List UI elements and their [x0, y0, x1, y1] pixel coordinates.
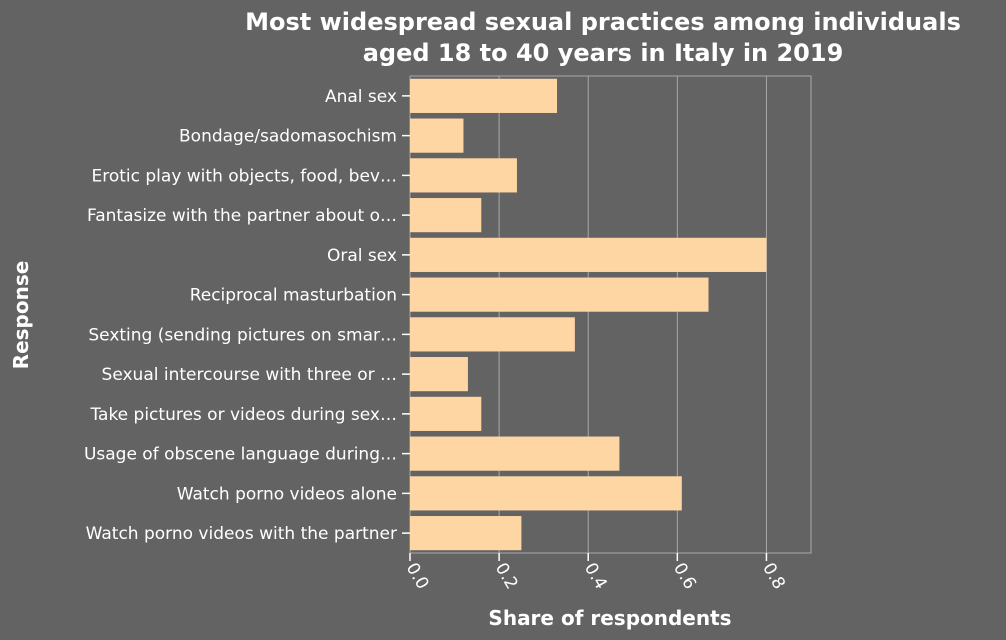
y-axis-title: Response [9, 261, 33, 370]
plot-frame [409, 75, 812, 554]
category-label: Reciprocal masturbation [190, 286, 397, 306]
bar [410, 198, 482, 233]
category-label: Sexting (sending pictures on smar… [88, 325, 397, 345]
bar [410, 237, 767, 272]
category-label: Usage of obscene language during… [84, 445, 397, 465]
bar [410, 158, 517, 193]
bar [410, 277, 709, 312]
chart-title-line-2: aged 18 to 40 years in Italy in 2019 [363, 39, 844, 67]
category-label: Watch porno videos with the partner [86, 524, 397, 544]
bar [410, 516, 522, 551]
category-label: Bondage/sadomasochism [179, 127, 397, 147]
plot-area: Anal sex Bondage/sadomasochism Erotic play… [84, 75, 812, 593]
bar [410, 78, 558, 113]
bar [410, 476, 682, 511]
chart-title-line-1: Most widespread sexual practices among i… [245, 8, 961, 36]
bar [410, 118, 464, 153]
category-label: Oral sex [327, 246, 397, 266]
category-label: Erotic play with objects, food, bev… [91, 166, 397, 186]
bar [410, 436, 620, 471]
category-label: Fantasize with the partner about o… [87, 206, 397, 226]
category-label: Take pictures or videos during sex… [89, 405, 397, 425]
category-label: Watch porno videos alone [177, 484, 397, 504]
category-label: Sexual intercourse with three or … [102, 365, 397, 385]
bar [410, 396, 482, 431]
bar [410, 317, 575, 352]
x-axis-title: Share of respondents [488, 606, 731, 630]
bar [410, 357, 468, 392]
category-label: Anal sex [325, 87, 397, 107]
